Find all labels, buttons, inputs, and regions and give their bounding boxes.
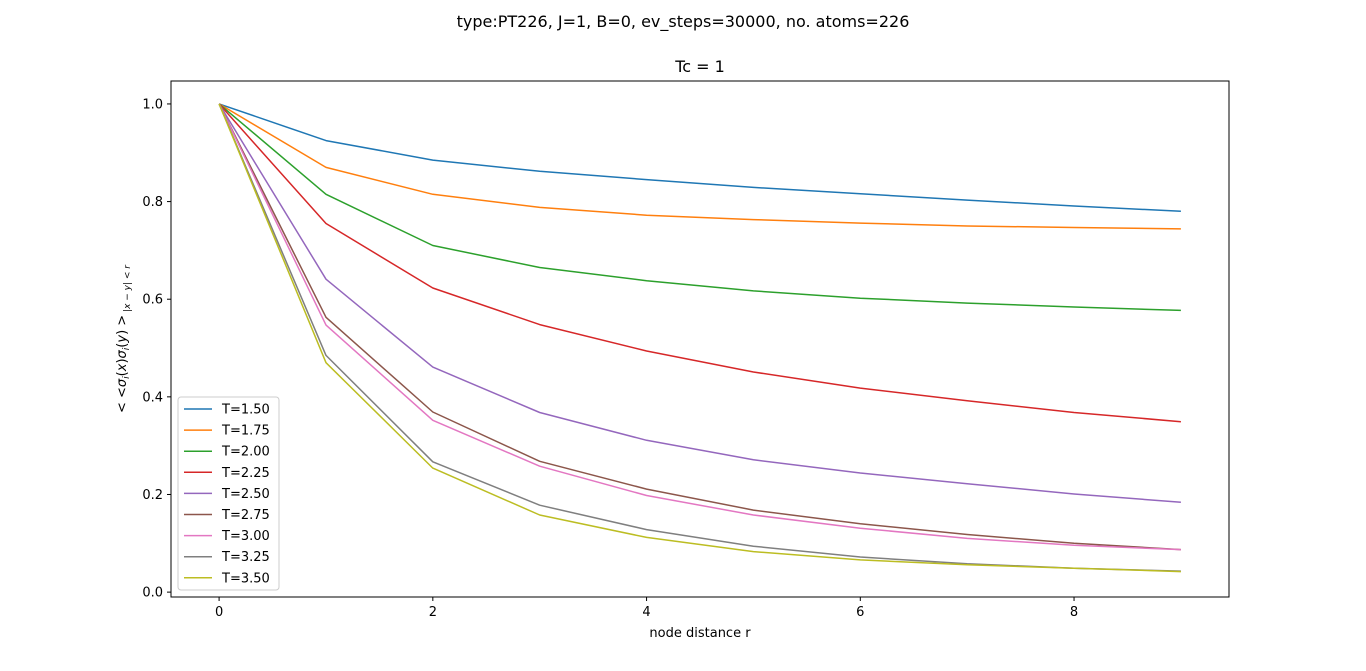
legend-label-1: T=1.50	[221, 403, 270, 418]
series-line-4	[218, 103, 1181, 423]
series-line-6	[218, 103, 1181, 551]
series-line-1	[218, 103, 1181, 213]
x-tick-label: 8	[1070, 605, 1078, 620]
series-line-8	[218, 103, 1181, 572]
x-tick-label: 2	[429, 605, 437, 620]
series-line-5	[218, 103, 1181, 504]
y-tick-label: 0.4	[142, 390, 163, 405]
chart-title: Tc = 1	[674, 57, 725, 76]
y-axis-label: < <σi(x)σi(y) > |x − y| < r	[115, 264, 133, 413]
legend-label-6: T=2.75	[221, 508, 270, 523]
legend: T=1.50 T=1.75 T=2.00 T=2.25 T=2.50 T=2.75 T=3.…	[177, 396, 280, 591]
y-axis: 0.0 0.2 0.4 0.6 0.8 1.0	[142, 97, 171, 601]
series-layer	[218, 103, 1181, 573]
x-tick-label: 6	[856, 605, 864, 620]
legend-frame	[177, 396, 280, 591]
series-line-2	[218, 103, 1181, 230]
legend-label-4: T=2.25	[221, 466, 270, 481]
y-tick-label: 0.2	[142, 488, 163, 503]
x-axis: 0 2 4 6 8	[215, 597, 1078, 620]
legend-label-7: T=3.00	[221, 529, 270, 544]
legend-label-8: T=3.25	[221, 550, 270, 565]
svg-text:< <σi(x)σi(y) > |x − y| < r: < <σi(x)σi(y) > |x − y| < r	[115, 264, 133, 413]
series-line-7	[218, 103, 1181, 551]
figure-suptitle: type:PT226, J=1, B=0, ev_steps=30000, no…	[457, 12, 910, 32]
series-line-9	[218, 103, 1181, 573]
y-tick-label: 0.0	[142, 586, 163, 601]
y-tick-label: 0.8	[142, 195, 163, 210]
x-axis-label: node distance r	[649, 626, 751, 641]
plot-frame	[170, 80, 1230, 598]
series-line-3	[218, 103, 1181, 312]
y-tick-label: 0.6	[142, 293, 163, 308]
y-tick-label: 1.0	[142, 97, 163, 112]
x-tick-label: 4	[642, 605, 650, 620]
legend-label-3: T=2.00	[221, 445, 270, 460]
x-tick-label: 0	[215, 605, 223, 620]
legend-label-2: T=1.75	[221, 424, 270, 439]
legend-label-5: T=2.50	[221, 487, 270, 502]
legend-label-9: T=3.50	[221, 571, 270, 586]
